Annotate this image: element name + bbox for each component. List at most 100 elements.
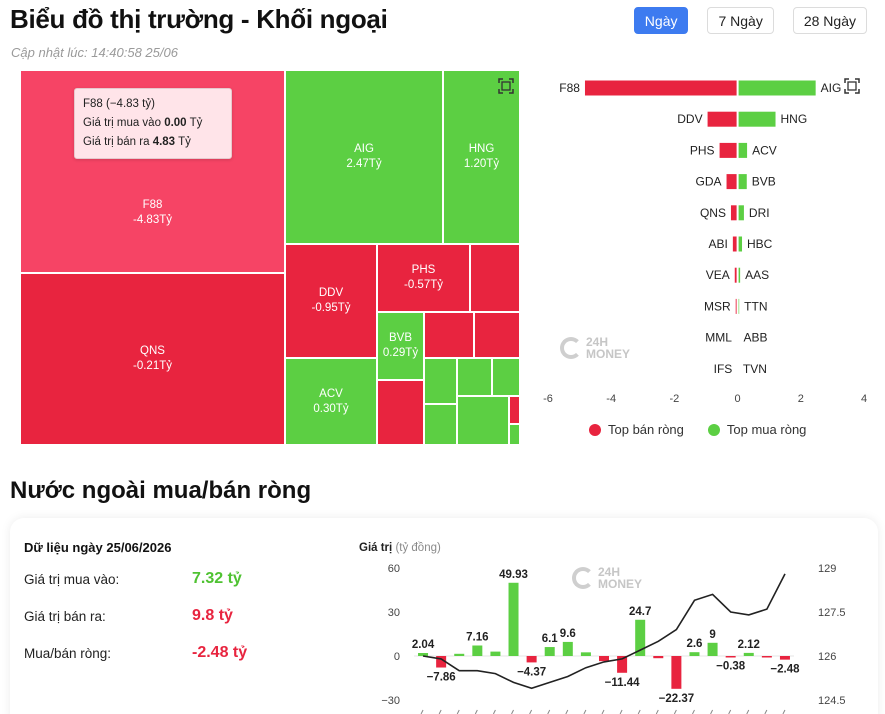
x-tick-mark <box>619 709 623 714</box>
tile-bvb[interactable]: BVB 0.29Tỷ <box>377 312 424 380</box>
combo-chart-title: Giá trị (tỷ đồng) <box>359 542 441 554</box>
watermark-logo: 24H MONEY <box>560 336 630 360</box>
range-selector: Ngày 7 Ngày 28 Ngày <box>633 7 867 34</box>
y2-tick-label: 129 <box>818 563 836 575</box>
x-tick-mark <box>655 709 659 714</box>
x-tick-mark <box>420 709 424 714</box>
buy-bar <box>738 298 740 314</box>
tile-aig[interactable]: AIG 2.47Tỷ <box>285 70 443 244</box>
treemap-tooltip: F88 (−4.83 tỷ) Giá trị mua vào 0.00 Tỷ G… <box>74 88 232 159</box>
x-tick-mark <box>601 709 605 714</box>
net-bar <box>418 653 429 656</box>
tile-small[interactable] <box>492 358 520 396</box>
tile-small[interactable] <box>474 312 520 358</box>
net-bar <box>526 656 537 663</box>
x-tick-label: 2 <box>798 393 804 402</box>
tile-ddv[interactable]: DDV -0.95Tỷ <box>285 244 377 358</box>
x-tick-mark <box>583 709 587 714</box>
buy-bar-label: BVB <box>752 175 776 189</box>
tile-acv[interactable]: ACV 0.30Tỷ <box>285 358 377 445</box>
tile-small[interactable] <box>509 396 520 424</box>
data-label: −22.37 <box>659 693 695 705</box>
x-tick-mark <box>764 709 768 714</box>
tile-qns[interactable]: QNS -0.21Tỷ <box>20 273 285 445</box>
tile-small[interactable] <box>424 312 474 358</box>
y-tick-label: 60 <box>388 563 400 575</box>
net-bar <box>617 656 628 673</box>
tile-small[interactable] <box>470 244 520 312</box>
data-label: −7.86 <box>427 672 456 684</box>
net-flow-chart: 60 30 0 −30 129 127.5 126 124.5 2.04 −7.86 7.16 49.… <box>381 563 846 714</box>
tile-hng[interactable]: HNG 1.20Tỷ <box>443 70 520 244</box>
tile-small[interactable] <box>377 380 424 445</box>
net-bar <box>599 656 609 662</box>
x-tick-label: -4 <box>606 393 616 402</box>
x-tick-mark <box>692 709 695 714</box>
buy-bar-label: TVN <box>743 362 767 376</box>
tooltip-buy: Giá trị mua vào 0.00 Tỷ <box>83 117 203 129</box>
sell-bar-label: DDV <box>677 112 702 126</box>
tile-small[interactable] <box>424 404 457 445</box>
net-bar <box>508 582 519 656</box>
buy-bar <box>738 236 743 252</box>
tile-value: 0.29Tỷ <box>382 347 419 359</box>
tile-small[interactable] <box>457 396 509 445</box>
sell-bar <box>730 205 737 221</box>
range-28day-button[interactable]: 28 Ngày <box>792 7 867 34</box>
sell-bar <box>734 267 737 283</box>
sell-bar-label: ABI <box>709 237 728 251</box>
data-label: −0.38 <box>716 661 746 673</box>
y-tick-label: 30 <box>388 607 400 619</box>
tile-small[interactable] <box>509 424 520 445</box>
update-time: Cập nhật lúc: 14:40:58 25/06 <box>11 45 178 60</box>
page-title: Biểu đồ thị trường - Khối ngoại <box>10 4 388 34</box>
range-day-button[interactable]: Ngày <box>633 7 689 34</box>
sell-bar-label: QNS <box>700 206 726 220</box>
x-tick-label: -2 <box>670 393 680 402</box>
buy-bar-label: ACV <box>752 143 777 157</box>
tile-value: 1.20Tỷ <box>463 158 500 170</box>
net-label: Mua/bán ròng: <box>24 646 112 661</box>
x-tick-mark <box>565 709 569 714</box>
legend-sell[interactable]: Top bán ròng <box>589 422 684 437</box>
buy-bar-label: HBC <box>747 237 773 251</box>
legend-sell-dot <box>589 423 601 436</box>
x-tick-mark <box>746 709 750 714</box>
watermark-icon <box>572 567 594 589</box>
data-label: 6.1 <box>542 633 559 645</box>
treemap: F88 -4.83Tỷ QNS -0.21Tỷ AIG 2.47Tỷ HNG 1… <box>20 70 520 445</box>
sell-bar-label: VEA <box>706 268 730 282</box>
sell-bar <box>726 174 737 190</box>
x-tick-mark <box>728 709 732 714</box>
tile-small[interactable] <box>424 358 457 404</box>
y2-tick-label: 124.5 <box>818 695 846 707</box>
tile-code: F88 <box>142 198 163 211</box>
tile-phs[interactable]: PHS -0.57Tỷ <box>377 244 470 312</box>
x-tick-label: -6 <box>543 393 553 402</box>
net-bar <box>454 653 465 656</box>
treemap-expand-icon[interactable] <box>498 78 514 94</box>
data-label: −11.44 <box>605 677 640 689</box>
x-tick-mark <box>529 709 533 714</box>
net-bar <box>580 652 591 656</box>
legend-buy[interactable]: Top mua ròng <box>707 422 806 437</box>
data-label: 49.93 <box>499 569 528 581</box>
sell-bar <box>707 111 737 127</box>
net-bar <box>562 641 573 656</box>
net-bar <box>544 647 555 656</box>
x-tick-mark <box>474 709 478 714</box>
y2-tick-label: 127.5 <box>818 607 846 619</box>
top-chart-expand-icon[interactable] <box>844 78 860 94</box>
buy-bar-label: AIG <box>821 81 842 95</box>
sell-bar <box>732 236 737 252</box>
buy-bar-label: AAS <box>745 268 769 282</box>
buy-bar <box>738 205 744 221</box>
tile-small[interactable] <box>457 358 492 396</box>
net-bar <box>490 651 501 656</box>
net-bar <box>653 656 664 659</box>
top-net-chart: F88 AIG DDV HNG PHS ACV GDA BVB QNS DRI ABI HBC VEA A… <box>540 72 870 402</box>
net-bar <box>779 656 790 660</box>
range-7day-button[interactable]: 7 Ngày <box>707 7 774 34</box>
tile-code: BVB <box>388 332 412 344</box>
x-tick-mark <box>782 709 786 714</box>
